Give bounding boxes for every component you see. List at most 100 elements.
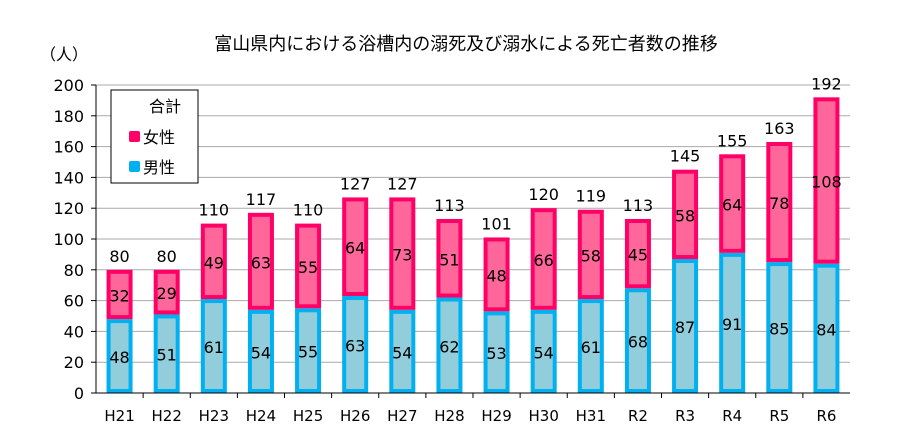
- y-tick-label: 140: [53, 168, 84, 187]
- data-label-total: 155: [717, 131, 748, 150]
- x-tick-label: R2: [628, 407, 648, 425]
- data-label-male: 54: [392, 343, 412, 362]
- x-tick-label: H21: [104, 407, 134, 425]
- data-label-female: 108: [811, 172, 842, 191]
- data-label-female: 58: [675, 206, 695, 225]
- x-tick-label: H29: [481, 407, 511, 425]
- data-label-male: 91: [722, 315, 742, 334]
- x-tick-label: H22: [152, 407, 182, 425]
- legend: 合計 女性 男性: [110, 89, 199, 184]
- x-tick-label: H31: [576, 407, 606, 425]
- legend-title: 合計: [149, 97, 181, 116]
- data-label-female: 64: [722, 196, 742, 215]
- data-label-total: 113: [434, 196, 465, 215]
- bar-female: [577, 209, 604, 300]
- data-label-female: 45: [628, 246, 648, 265]
- x-tick-label: H27: [387, 407, 417, 425]
- y-tick-label: 80: [64, 261, 84, 280]
- bar-male: [200, 299, 227, 393]
- x-tick-label: R5: [769, 407, 789, 425]
- y-tick-label: 120: [53, 199, 84, 218]
- data-label-total: 113: [623, 196, 654, 215]
- data-label-total: 127: [340, 174, 371, 193]
- y-tick-label: 160: [53, 138, 84, 157]
- x-tick-label: R4: [722, 407, 742, 425]
- data-label-total: 80: [157, 247, 177, 266]
- data-label-male: 61: [204, 338, 224, 357]
- legend-label-male: 男性: [143, 158, 175, 177]
- bar-male: [247, 309, 274, 393]
- data-label-female: 64: [345, 239, 365, 258]
- data-label-female: 78: [769, 194, 789, 213]
- legend-swatch-male: [129, 161, 140, 172]
- data-label-total: 192: [811, 74, 842, 93]
- x-tick-label: H23: [199, 407, 229, 425]
- bar-female: [624, 218, 651, 289]
- bar-female: [719, 154, 746, 253]
- bar-male: [766, 262, 793, 394]
- data-label-total: 101: [481, 214, 512, 233]
- data-label-male: 53: [486, 344, 506, 363]
- bar-female: [530, 208, 557, 310]
- y-tick-label: 0: [74, 384, 84, 403]
- x-tick-label: H30: [529, 407, 559, 425]
- data-label-total: 80: [109, 247, 129, 266]
- data-label-total: 127: [387, 174, 418, 193]
- data-label-total: 117: [246, 190, 277, 209]
- data-label-female: 49: [204, 253, 224, 272]
- data-label-male: 63: [345, 336, 365, 355]
- data-label-female: 66: [534, 251, 554, 270]
- data-label-female: 32: [109, 286, 129, 305]
- x-tick-label: R6: [816, 407, 836, 425]
- legend-swatch-female: [129, 131, 140, 142]
- data-label-female: 51: [439, 250, 459, 269]
- bar-male: [624, 288, 651, 393]
- bar-male: [106, 319, 133, 393]
- bar-female: [483, 237, 510, 312]
- bar-male: [672, 259, 699, 393]
- bar-female: [672, 169, 699, 260]
- y-tick-label: 60: [64, 292, 84, 311]
- data-label-female: 55: [298, 258, 318, 277]
- chart-title: 富山県内における浴槽内の溺死及び溺水による死亡者数の推移: [214, 34, 717, 55]
- bar-male: [389, 309, 416, 393]
- bar-male: [813, 263, 840, 394]
- bar-female: [295, 223, 322, 309]
- bar-female: [247, 212, 274, 310]
- data-label-male: 62: [439, 337, 459, 356]
- x-tick-label: H25: [293, 407, 323, 425]
- y-tick-label: 180: [53, 107, 84, 126]
- data-label-female: 63: [251, 253, 271, 272]
- y-tick-label: 100: [53, 230, 84, 249]
- y-tick-label: 40: [64, 322, 84, 341]
- bar-male: [577, 299, 604, 393]
- y-tick-label: 20: [64, 353, 84, 372]
- y-tick-label: 200: [53, 76, 84, 95]
- bar-male: [342, 295, 369, 394]
- x-tick-label: H26: [340, 407, 370, 425]
- data-label-male: 48: [109, 348, 129, 367]
- data-label-male: 84: [816, 320, 836, 339]
- x-tick-label: R3: [675, 407, 695, 425]
- data-label-female: 29: [157, 284, 177, 303]
- bar-female: [813, 97, 840, 264]
- data-label-male: 55: [298, 343, 318, 362]
- x-tick-label: H24: [246, 407, 276, 425]
- data-label-total: 145: [670, 147, 701, 166]
- bar-female: [200, 223, 227, 300]
- data-label-male: 51: [157, 346, 177, 365]
- data-label-male: 87: [675, 318, 695, 337]
- bar-female: [106, 269, 133, 320]
- bar-male: [530, 309, 557, 393]
- bar-male: [483, 311, 510, 394]
- data-label-total: 163: [764, 119, 795, 138]
- bar-female: [436, 218, 463, 298]
- data-label-male: 85: [769, 320, 789, 339]
- bar-male: [295, 308, 322, 393]
- bar-female: [153, 269, 180, 315]
- bar-female: [766, 141, 793, 263]
- data-label-total: 119: [576, 187, 607, 206]
- x-tick-label: H28: [434, 407, 464, 425]
- data-label-total: 110: [199, 201, 230, 220]
